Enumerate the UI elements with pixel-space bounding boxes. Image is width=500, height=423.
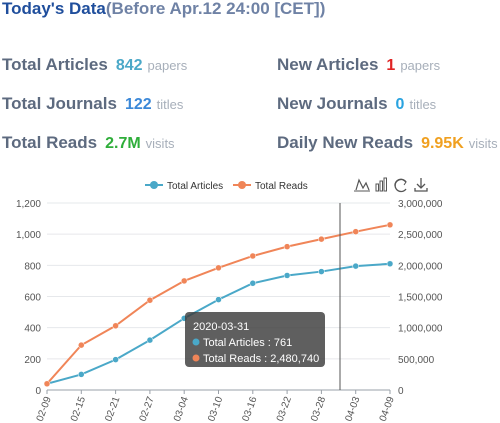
tooltip-reads: Total Reads : 2,480,740 bbox=[203, 353, 319, 365]
stat-unit: titles bbox=[156, 97, 184, 112]
data-point[interactable] bbox=[180, 277, 188, 285]
stat-daily-new-reads: Daily New Reads 9.95K visits bbox=[277, 133, 498, 153]
y-right-tick-label: 500,000 bbox=[398, 355, 435, 366]
y-right-tick-label: 1,500,000 bbox=[398, 293, 443, 304]
data-point[interactable] bbox=[78, 371, 85, 378]
stat-total-journals: Total Journals 122 titles bbox=[2, 94, 183, 114]
tooltip-reads-marker bbox=[192, 354, 200, 362]
stat-value: 122 bbox=[124, 96, 152, 113]
legend-item[interactable]: Total Articles bbox=[145, 181, 223, 192]
legend-item[interactable]: Total Reads bbox=[233, 181, 308, 192]
x-tick-label: 04-09 bbox=[378, 395, 397, 423]
tooltip-date: 2020-03-31 bbox=[193, 321, 249, 333]
y-left-tick-label: 400 bbox=[24, 324, 41, 335]
stat-label: New Articles bbox=[277, 55, 379, 74]
x-tick-label: 02-21 bbox=[103, 395, 122, 423]
stat-value: 1 bbox=[386, 57, 396, 74]
y-left-tick-label: 0 bbox=[35, 386, 41, 397]
stat-total-reads: Total Reads 2.7M visits bbox=[2, 133, 175, 153]
tooltip-articles: Total Articles : 761 bbox=[203, 337, 292, 349]
data-point[interactable] bbox=[146, 336, 154, 344]
data-point[interactable] bbox=[352, 262, 359, 270]
y-left-tick-label: 200 bbox=[24, 355, 41, 366]
y-right-tick-label: 2,000,000 bbox=[398, 261, 443, 272]
stat-value: 842 bbox=[115, 57, 143, 74]
stat-unit: papers bbox=[147, 58, 188, 73]
data-point[interactable] bbox=[386, 260, 394, 268]
legend-label: Total Articles bbox=[167, 181, 223, 192]
data-point[interactable] bbox=[386, 221, 394, 229]
y-right-tick-label: 0 bbox=[398, 386, 404, 397]
title-subtitle: (Before Apr.12 24:00 [CET]) bbox=[105, 0, 326, 18]
x-tick-label: 03-22 bbox=[275, 395, 294, 423]
y-right-tick-label: 1,000,000 bbox=[398, 324, 443, 335]
tooltip-articles-marker bbox=[192, 338, 200, 346]
data-point[interactable] bbox=[283, 272, 291, 279]
data-point[interactable] bbox=[318, 268, 325, 275]
stat-label: Total Reads bbox=[2, 133, 98, 152]
stat-unit: visits bbox=[145, 136, 175, 151]
stat-value: 2.7M bbox=[105, 135, 141, 152]
stat-total-articles: Total Articles 842 papers bbox=[2, 55, 187, 75]
x-tick-label: 03-10 bbox=[206, 395, 225, 423]
stat-new-articles: New Articles 1 papers bbox=[277, 55, 440, 75]
data-point[interactable] bbox=[215, 264, 222, 272]
x-tick-label: 03-16 bbox=[241, 395, 260, 423]
stat-unit: visits bbox=[468, 136, 498, 151]
download-icon[interactable] bbox=[414, 178, 428, 192]
x-tick-label: 02-09 bbox=[35, 395, 54, 423]
stat-unit: titles bbox=[409, 97, 437, 112]
stat-value: 0 bbox=[395, 96, 405, 113]
y-left-tick-label: 1,000 bbox=[16, 230, 41, 241]
stat-label: Total Articles bbox=[2, 55, 108, 74]
stat-new-journals: New Journals 0 titles bbox=[277, 94, 436, 114]
data-point[interactable] bbox=[112, 356, 119, 363]
stat-unit: papers bbox=[400, 58, 441, 73]
x-tick-label: 03-04 bbox=[172, 395, 191, 423]
data-point[interactable] bbox=[78, 341, 85, 349]
legend-label: Total Reads bbox=[255, 181, 308, 192]
stat-label: Daily New Reads bbox=[277, 133, 414, 152]
legend-marker bbox=[150, 181, 158, 189]
y-left-tick-label: 800 bbox=[24, 261, 41, 272]
data-point[interactable] bbox=[283, 243, 291, 250]
line-chart-icon[interactable] bbox=[354, 178, 370, 192]
y-right-tick-label: 3,000,000 bbox=[398, 199, 443, 210]
stat-label: Total Journals bbox=[2, 94, 117, 113]
bar-chart-icon[interactable] bbox=[375, 177, 387, 192]
data-point[interactable] bbox=[249, 280, 257, 287]
x-tick-label: 04-03 bbox=[343, 395, 362, 423]
data-point[interactable] bbox=[43, 380, 51, 388]
data-point[interactable] bbox=[249, 252, 257, 260]
data-point[interactable] bbox=[146, 296, 154, 304]
data-point[interactable] bbox=[215, 296, 222, 303]
y-left-tick-label: 1,200 bbox=[16, 199, 41, 210]
stat-label: New Journals bbox=[277, 94, 388, 113]
y-left-tick-label: 600 bbox=[24, 293, 41, 304]
x-tick-label: 03-28 bbox=[309, 395, 328, 423]
data-point[interactable] bbox=[112, 322, 119, 330]
y-right-tick-label: 2,500,000 bbox=[398, 230, 443, 241]
page-title: Today's Data(Before Apr.12 24:00 [CET]) bbox=[2, 0, 325, 19]
title-main: Today's Data bbox=[2, 0, 106, 18]
data-point[interactable] bbox=[318, 235, 325, 243]
stat-value: 9.95K bbox=[421, 135, 464, 152]
restore-icon[interactable] bbox=[394, 178, 407, 193]
data-point[interactable] bbox=[352, 228, 359, 235]
legend-marker bbox=[238, 181, 246, 189]
x-tick-label: 02-15 bbox=[69, 395, 88, 423]
tooltip-box bbox=[185, 312, 325, 367]
x-tick-label: 02-27 bbox=[138, 395, 157, 423]
